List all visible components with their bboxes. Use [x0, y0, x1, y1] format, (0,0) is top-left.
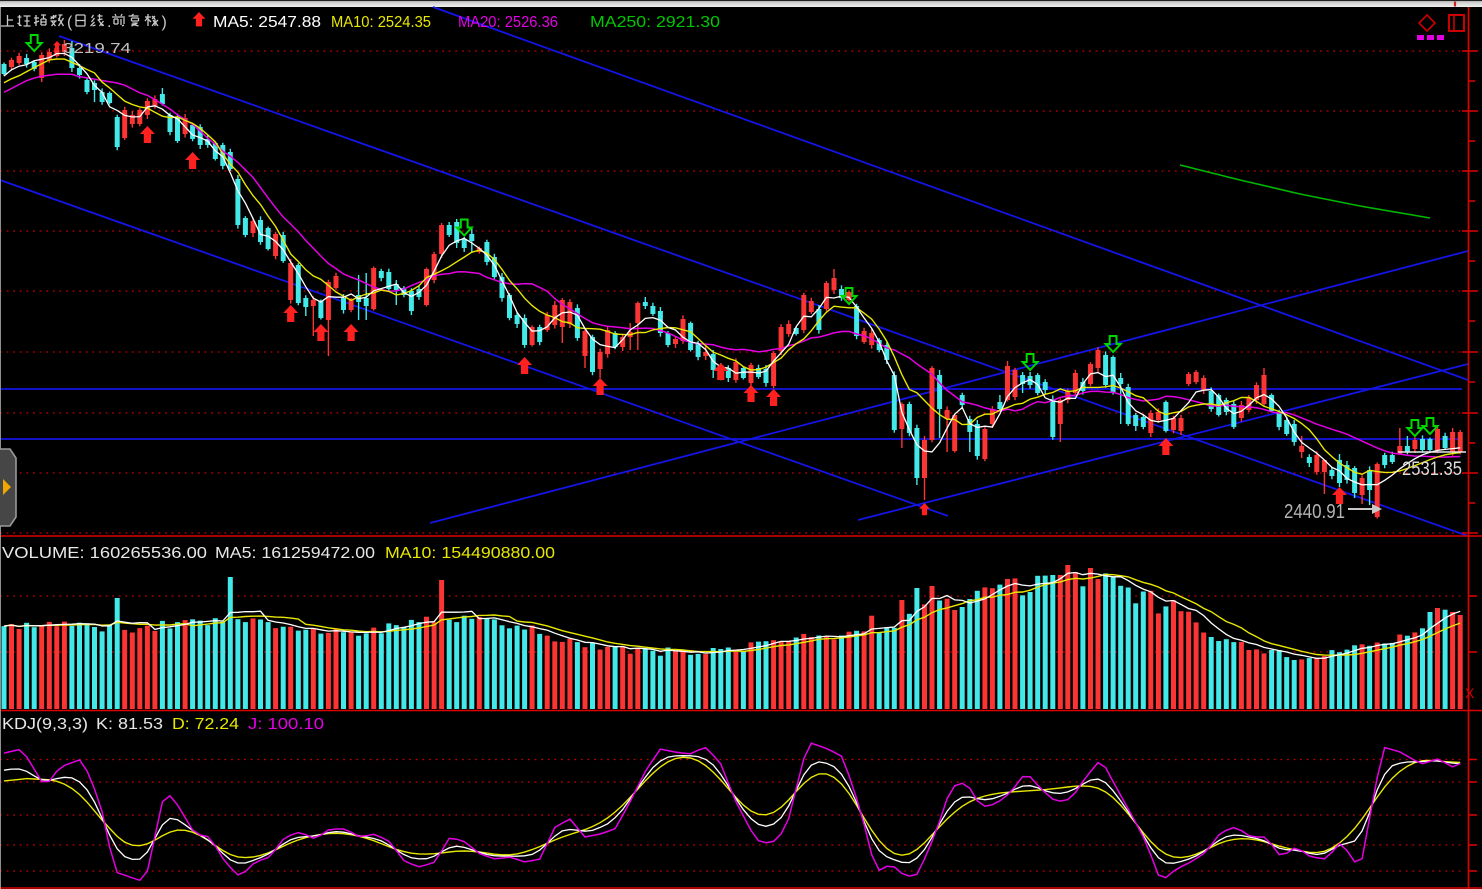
- svg-text:K: 81.53: K: 81.53: [96, 716, 163, 733]
- svg-text:MA20: 2526.36: MA20: 2526.36: [458, 14, 558, 31]
- svg-text:.: .: [107, 14, 111, 31]
- svg-text:MA10: 154490880.00: MA10: 154490880.00: [385, 545, 555, 562]
- svg-text:(: (: [67, 14, 73, 31]
- svg-text:KDJ(9,3,3): KDJ(9,3,3): [2, 716, 88, 733]
- svg-text:MA10: 2524.35: MA10: 2524.35: [331, 14, 431, 31]
- svg-text:J: 100.10: J: 100.10: [248, 716, 324, 733]
- svg-text:D: 72.24: D: 72.24: [172, 716, 239, 733]
- svg-text:VOLUME: 160265536.00: VOLUME: 160265536.00: [2, 545, 207, 562]
- svg-text:2531.35: 2531.35: [1402, 459, 1462, 480]
- svg-text:MA250: 2921.30: MA250: 2921.30: [590, 14, 720, 31]
- svg-text:X: X: [1465, 685, 1475, 701]
- svg-text:MA5: 2547.88: MA5: 2547.88: [213, 14, 321, 31]
- svg-text:2440.91: 2440.91: [1284, 501, 1345, 523]
- svg-text:MA5: 161259472.00: MA5: 161259472.00: [215, 545, 375, 562]
- svg-text:): ): [162, 14, 167, 31]
- svg-text:3219.74: 3219.74: [63, 40, 131, 57]
